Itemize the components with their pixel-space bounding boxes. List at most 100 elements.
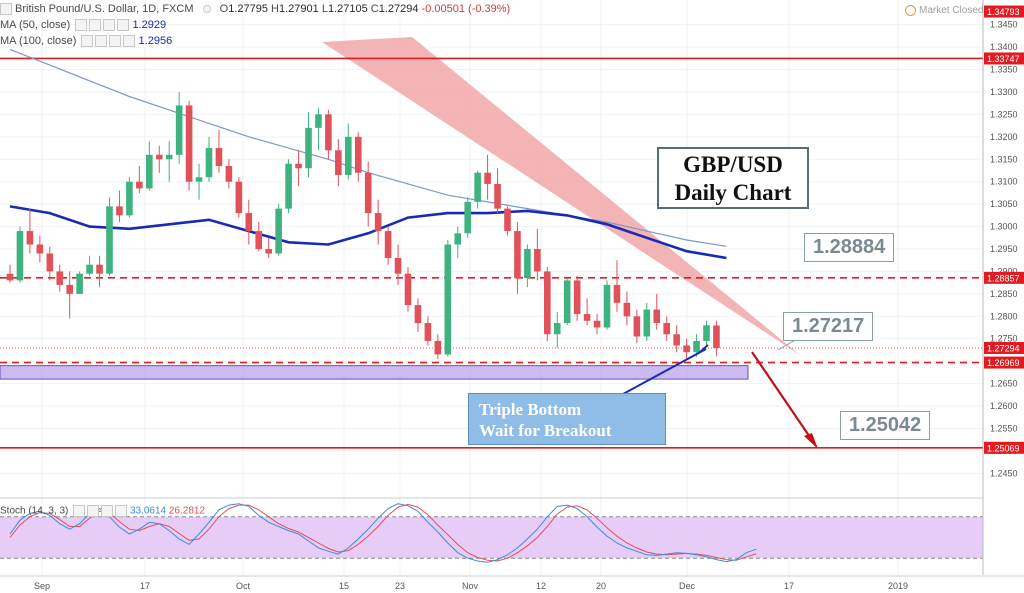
market-status-label: Market Closed	[919, 5, 984, 17]
price-tick-label: 1.3300	[990, 87, 1018, 97]
bull-candle	[205, 148, 213, 178]
more-icon[interactable]	[123, 35, 136, 48]
change-value: -0.00501 (-0.39%)	[421, 3, 511, 15]
ma50-value: 1.2929	[132, 19, 167, 31]
price-tag-bg	[984, 441, 1024, 454]
more-icon[interactable]	[115, 505, 128, 517]
price-tick-label: 1.3450	[990, 20, 1018, 30]
gear-icon[interactable]	[89, 19, 102, 32]
bear-candle	[96, 264, 103, 274]
time-tick-label: 17	[140, 581, 150, 591]
bear-candle	[673, 334, 680, 346]
stoch-label: Stoch (14, 3, 3)	[0, 505, 69, 517]
bull-candle	[524, 249, 531, 279]
ma100-value: 1.2956	[138, 35, 173, 47]
low-label: L	[321, 3, 328, 15]
target-level-tag: 1.25042	[840, 411, 931, 440]
stochastic-pane: 75.000025.0000	[0, 497, 1024, 563]
resistance-level-tag: 1.28884	[804, 233, 895, 262]
stoch-d-line	[9, 503, 757, 562]
bear-candle	[56, 271, 64, 285]
open-label: O	[219, 3, 229, 15]
bear-candle	[116, 206, 123, 216]
bear-candle	[255, 231, 263, 249]
time-axis: Sep 17 Oct 15 23 Nov 12 20 Dec 17 2019	[0, 575, 1024, 591]
close-icon[interactable]	[101, 505, 114, 517]
price-tick-label: 1.3050	[990, 199, 1018, 209]
gear-icon[interactable]	[87, 505, 100, 517]
close-icon[interactable]	[109, 35, 122, 48]
bull-candle	[474, 172, 481, 202]
bear-candle	[573, 280, 581, 315]
eye-icon[interactable]	[81, 35, 94, 48]
eye-icon[interactable]	[73, 505, 86, 517]
more-icon[interactable]	[117, 19, 130, 32]
bear-candle	[155, 154, 163, 160]
eye-icon[interactable]	[75, 19, 88, 32]
bear-candle	[185, 105, 193, 182]
price-tick-label: 1.3000	[990, 222, 1018, 232]
time-tick-label: 17	[784, 581, 794, 591]
time-tick-label: 2019	[888, 581, 908, 591]
price-tick-label: 1.3100	[990, 177, 1018, 187]
price-tick-label: 1.3400	[990, 42, 1018, 52]
bear-candle	[504, 208, 511, 232]
bull-candle	[553, 323, 561, 335]
time-tick-label: 12	[536, 581, 546, 591]
bear-candle	[225, 166, 233, 182]
bear-candle	[534, 249, 541, 272]
wedge-shape	[322, 37, 800, 355]
bear-candle	[484, 172, 491, 184]
price-tag-bg	[984, 52, 1024, 65]
settings-dot-icon[interactable]	[202, 5, 211, 14]
stoch-k-line	[9, 503, 757, 563]
triple-bottom-callout: Triple Bottom Wait for Breakout	[468, 393, 666, 445]
chart-grid	[0, 0, 983, 575]
price-tick-label: 1.2950	[990, 244, 1018, 254]
bear-candle	[633, 316, 641, 337]
ma50-label: MA (50, close)	[0, 19, 71, 31]
time-tick-label: 20	[596, 581, 606, 591]
time-tick-label: Sep	[34, 581, 50, 591]
price-tick-label: 1.2850	[990, 289, 1018, 299]
price-tick-label: 1.3200	[990, 132, 1018, 142]
breakdown-arrow	[751, 351, 817, 447]
bear-candle	[613, 284, 621, 303]
horizontal-levels	[0, 57, 983, 449]
stoch-legend: Stoch (14, 3, 3) 33.0614 26.2812	[0, 505, 205, 517]
support-zone-rect	[0, 365, 749, 380]
bear-candle	[364, 172, 372, 214]
price-tick-label: 1.2750	[990, 334, 1018, 344]
price-tick-label: 1.2800	[990, 311, 1018, 321]
bear-candle	[414, 305, 422, 324]
time-tick-label: Dec	[679, 581, 696, 591]
bear-candle	[514, 231, 521, 279]
price-tag-bg	[984, 356, 1024, 369]
stoch-d-value: 26.2812	[168, 505, 206, 517]
time-tick-label: 15	[339, 581, 349, 591]
bearish-wedge	[322, 37, 800, 355]
bear-candle	[325, 114, 332, 151]
bull-candle	[285, 163, 292, 209]
high-label: H	[271, 3, 279, 15]
support-zone	[0, 365, 749, 380]
time-tick-label: Oct	[236, 581, 251, 591]
bear-candle	[583, 314, 591, 321]
market-status: Market Closed	[905, 5, 983, 16]
price-tick-label: 1.3350	[990, 65, 1018, 75]
bull-candle	[165, 154, 173, 160]
price-tick-label: 1.2450	[990, 468, 1018, 478]
bull-candle	[86, 264, 93, 274]
price-tag-label: 1.33747	[987, 54, 1020, 64]
collapse-icon[interactable]	[0, 3, 12, 16]
ma100-label: MA (100, close)	[0, 35, 77, 47]
price-tag-label: 1.27294	[987, 343, 1020, 353]
chart-title-line1: GBP/USD	[683, 152, 783, 177]
gear-icon[interactable]	[95, 35, 108, 48]
close-icon[interactable]	[103, 19, 116, 32]
chart-title-box: GBP/USD Daily Chart	[657, 147, 809, 209]
bear-candle	[404, 273, 412, 306]
bear-candle	[544, 271, 551, 335]
price-tick-label: 1.3250	[990, 109, 1018, 119]
